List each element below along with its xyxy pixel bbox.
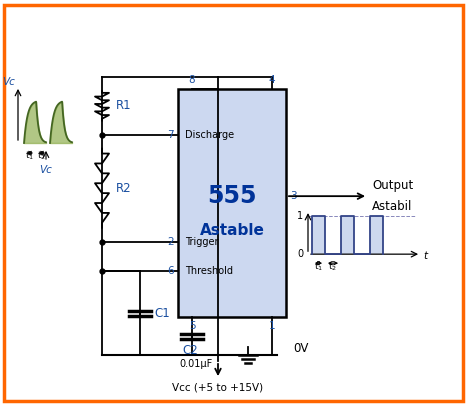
Text: Output: Output	[372, 179, 413, 192]
Text: R1: R1	[116, 99, 132, 112]
Text: t$_2$: t$_2$	[329, 260, 337, 273]
Text: 1: 1	[269, 321, 275, 331]
Text: t$_1$: t$_1$	[314, 260, 323, 273]
Text: 7: 7	[168, 130, 174, 140]
Text: t: t	[423, 251, 427, 261]
Text: 4: 4	[269, 75, 275, 85]
Text: 555: 555	[207, 184, 257, 208]
Text: 0: 0	[297, 249, 303, 259]
Text: t$_2$: t$_2$	[37, 150, 46, 162]
Text: 0.01μF: 0.01μF	[179, 359, 212, 369]
Text: 2: 2	[168, 237, 174, 247]
Text: 1: 1	[297, 211, 303, 221]
Text: t$_1$: t$_1$	[25, 150, 35, 162]
Text: Discharge: Discharge	[185, 130, 234, 140]
Text: 3: 3	[290, 191, 297, 201]
Text: Vc: Vc	[2, 77, 15, 87]
Text: C1: C1	[154, 307, 170, 320]
Text: Astable: Astable	[199, 223, 264, 238]
Text: Astabil: Astabil	[372, 200, 412, 213]
Bar	[178, 89, 286, 317]
Text: C2: C2	[182, 343, 198, 356]
Text: Vc: Vc	[40, 165, 52, 175]
Text: R2: R2	[116, 182, 132, 195]
Text: 5: 5	[189, 321, 195, 331]
Text: 6: 6	[168, 266, 174, 276]
Text: 0V: 0V	[293, 342, 308, 355]
Text: 8: 8	[189, 75, 195, 85]
Polygon shape	[312, 216, 383, 254]
Text: Trigger: Trigger	[185, 237, 219, 247]
Text: Threshold: Threshold	[185, 266, 233, 276]
Text: Vcc (+5 to +15V): Vcc (+5 to +15V)	[172, 382, 263, 392]
